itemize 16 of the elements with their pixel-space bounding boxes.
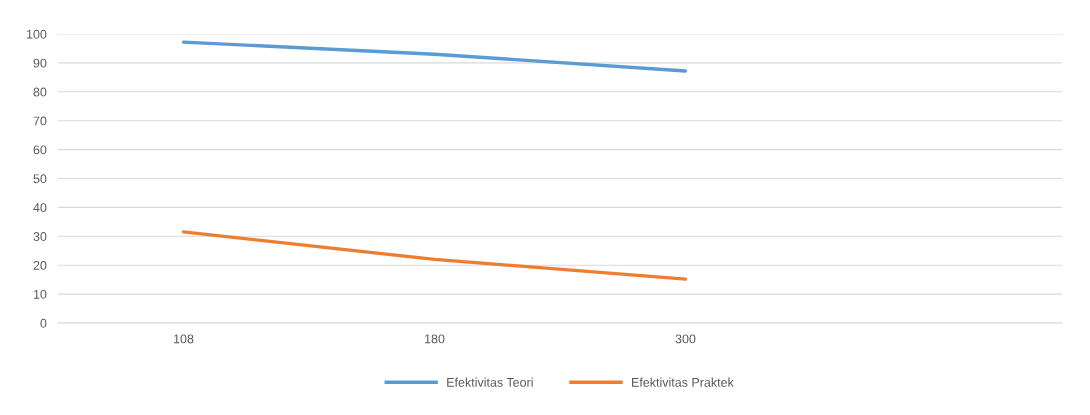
x-tick-label: 300 (675, 334, 696, 344)
y-tick-label: 40 (33, 203, 47, 213)
y-tick-label: 80 (33, 87, 47, 97)
y-tick-label: 70 (33, 116, 47, 126)
y-tick-label: 100 (26, 29, 47, 39)
x-tick-label: 180 (425, 334, 445, 344)
y-tick-label: 90 (33, 58, 47, 68)
legend-label: Efektivitas Teori (447, 377, 533, 387)
y-tick-label: 50 (33, 174, 47, 184)
y-tick-label: 30 (33, 232, 47, 241)
y-tick-label: 0 (40, 318, 47, 328)
y-tick-label: 10 (33, 289, 47, 299)
legend-label: Efektivitas Praktek (632, 377, 734, 387)
y-tick-label: 20 (33, 261, 47, 270)
x-tick-label: 108 (174, 334, 194, 344)
y-tick-label: 60 (33, 145, 47, 155)
